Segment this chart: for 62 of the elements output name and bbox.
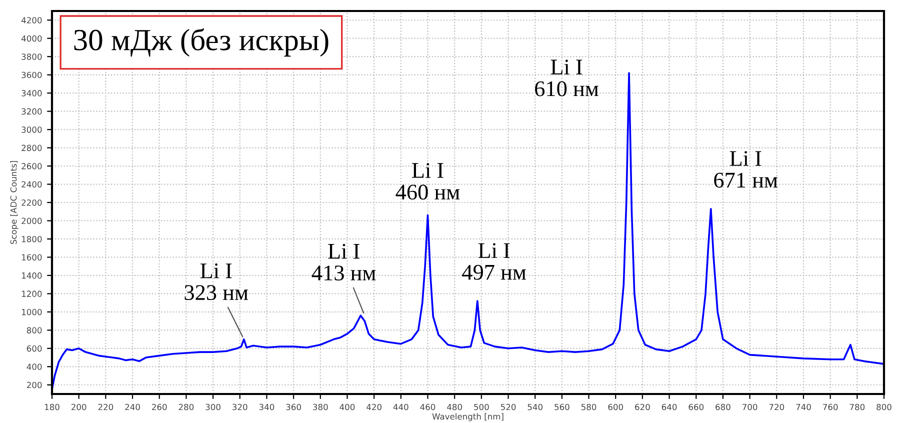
x-tick-label: 320 — [232, 404, 248, 410]
x-tick-label: 660 — [688, 404, 704, 410]
x-tick-label: 620 — [635, 404, 650, 410]
x-tick-label: 520 — [500, 404, 516, 410]
x-tick-label: 720 — [769, 404, 784, 410]
x-tick-label: 300 — [206, 404, 220, 410]
x-tick-label: 680 — [716, 404, 730, 410]
x-tick-label: 340 — [259, 404, 274, 410]
annotation: Li I 610 нм — [535, 60, 598, 96]
y-tick-label: 2600 — [22, 163, 42, 170]
x-tick-label: 540 — [528, 404, 542, 410]
x-tick-label: 480 — [447, 404, 462, 410]
x-tick-label: 360 — [286, 404, 301, 410]
y-tick-label: 800 — [26, 327, 42, 334]
annotation: Li I 497 нм — [462, 243, 526, 280]
x-tick-label: 220 — [98, 404, 114, 410]
y-tick-label: 1600 — [22, 254, 42, 260]
y-axis-title: Scope [ADC Counts] — [10, 161, 18, 244]
x-tick-label: 740 — [796, 404, 811, 410]
y-tick-label: 4200 — [21, 17, 42, 24]
x-axis-title: Wavelength [nm] — [432, 413, 504, 422]
y-tick-label: 3000 — [22, 126, 42, 133]
y-tick-label: 600 — [26, 345, 42, 352]
x-tick-label: 280 — [178, 404, 194, 410]
x-tick-label: 440 — [393, 404, 408, 410]
y-tick-label: 3800 — [22, 54, 42, 60]
x-tick-label: 780 — [850, 404, 865, 410]
y-tick-label: 200 — [26, 382, 42, 388]
x-tick-label: 580 — [581, 404, 596, 410]
x-tick-label: 380 — [313, 404, 328, 410]
x-tick-label: 200 — [71, 404, 86, 410]
x-tick-label: 700 — [742, 404, 758, 410]
x-tick-label: 600 — [608, 404, 624, 410]
annotation: Li I 460 нм — [396, 163, 460, 200]
y-tick-label: 2800 — [22, 144, 42, 152]
annotation: 30 мДж (без искры) — [74, 28, 328, 57]
x-tick-label: 760 — [823, 404, 838, 410]
x-tick-label: 640 — [662, 404, 677, 410]
x-tick-label: 460 — [420, 404, 436, 410]
y-tick-label: 2000 — [22, 218, 42, 224]
x-tick-label: 240 — [125, 404, 140, 410]
x-tick-label: 800 — [876, 404, 892, 410]
y-tick-label: 3200 — [22, 108, 42, 115]
y-tick-label: 1200 — [22, 290, 42, 297]
y-tick-label: 1400 — [22, 272, 42, 279]
x-tick-label: 420 — [366, 404, 382, 410]
annotation: Li I 323 нм — [184, 263, 248, 300]
y-tick-label: 2400 — [22, 181, 42, 188]
y-tick-label: 400 — [26, 364, 42, 370]
y-tick-label: 3400 — [22, 90, 42, 96]
y-tick-label: 1000 — [22, 308, 42, 316]
y-tick-label: 2200 — [22, 199, 42, 206]
x-tick-label: 180 — [44, 404, 60, 410]
x-tick-label: 400 — [340, 404, 355, 410]
annotation: Li I 671 нм — [714, 151, 778, 188]
y-tick-label: 4000 — [21, 35, 42, 42]
annotation: Li I 413 нм — [312, 244, 376, 281]
x-tick-label: 260 — [152, 404, 167, 410]
x-tick-label: 560 — [554, 404, 570, 410]
y-tick-label: 1800 — [22, 236, 42, 242]
x-tick-label: 500 — [474, 404, 489, 410]
y-tick-label: 3600 — [22, 72, 42, 78]
